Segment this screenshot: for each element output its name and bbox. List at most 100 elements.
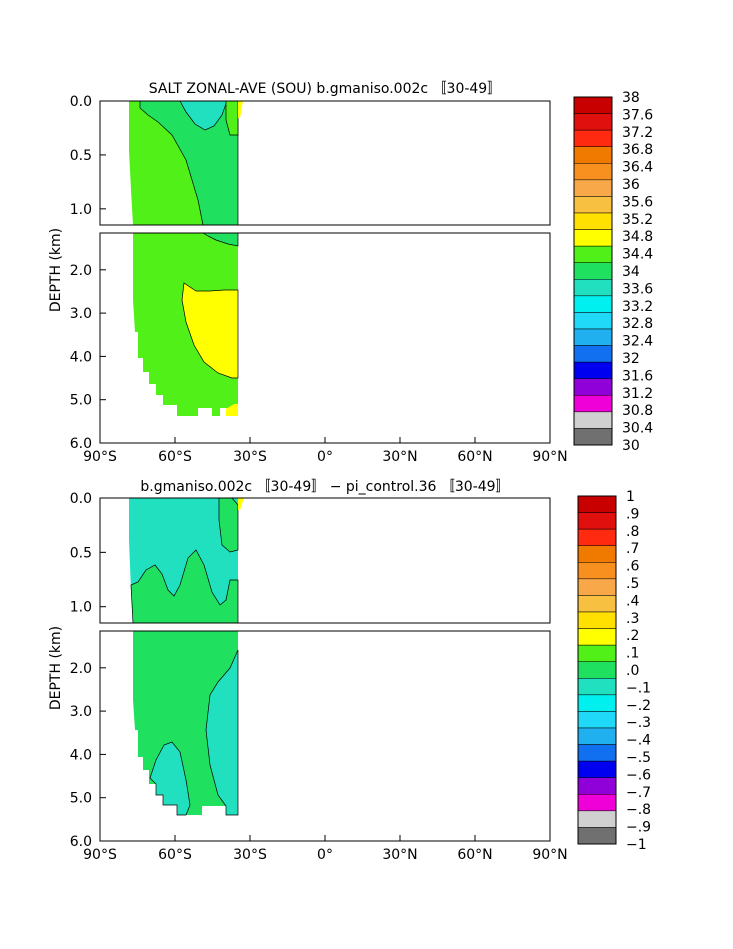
difference-region-bottom-negative	[149, 741, 191, 816]
salinity-region-surface-fresh	[139, 100, 239, 226]
difference-field-lower	[99, 630, 551, 842]
colorbar-swatch	[573, 163, 613, 181]
colorbar-label: .9	[626, 506, 639, 522]
difference-y-axis-label: DEPTH (km)	[48, 626, 64, 710]
y-tick-label: 5.0	[70, 393, 92, 409]
colorbar-label: 30	[622, 438, 640, 454]
y-tick-label: 1.0	[70, 600, 92, 616]
difference-colorbar: 1.9 .8.7 .6.5.4 .3.2 .1.0−.1 −.2−.3 −.4−.5−.6 −…	[577, 489, 651, 853]
colorbar-label: .5	[626, 576, 639, 592]
salinity-region-main-deep	[133, 233, 238, 416]
colorbar-swatch	[573, 428, 613, 446]
colorbar-label: .1	[626, 646, 639, 662]
colorbar-label: 32.4	[622, 334, 653, 350]
colorbar-label: 36.4	[622, 160, 653, 176]
y-tick-label: 2.0	[70, 661, 92, 677]
colorbar-label: 32	[622, 351, 640, 367]
colorbar-swatch	[573, 196, 613, 214]
x-tick-label: 30°S	[233, 449, 267, 465]
colorbar-label: 35.2	[622, 212, 653, 228]
colorbar-label: 36.8	[622, 142, 653, 158]
y-tick-label: 1.0	[70, 202, 92, 218]
colorbar-swatch	[577, 810, 617, 828]
colorbar-swatch	[577, 827, 617, 845]
difference-region-deep-negative	[205, 649, 239, 816]
x-tick-label: 30°N	[382, 847, 417, 863]
difference-axes: 90°S 60°S 30°S 0° 30°N 60°N 90°N 0.0 0.5 1.0 2.0 3.…	[70, 491, 568, 863]
x-tick-label: 60°S	[158, 847, 192, 863]
colorbar-swatch	[577, 578, 617, 596]
colorbar-label: 33.2	[622, 299, 653, 315]
colorbar-swatch	[577, 794, 617, 812]
y-tick-label: 3.0	[70, 704, 92, 720]
colorbar-label: 1	[626, 489, 635, 505]
colorbar-label: 37.6	[622, 107, 653, 123]
difference-region-main-upper	[130, 549, 239, 624]
difference-upper-frame	[99, 497, 551, 624]
colorbar-swatch	[577, 727, 617, 745]
colorbar-swatch	[577, 694, 617, 712]
colorbar-label: 31.2	[622, 386, 653, 402]
colorbar-swatch	[577, 711, 617, 729]
colorbar-swatch	[573, 262, 613, 280]
difference-region-surface-positive	[218, 497, 239, 553]
colorbar-swatch	[577, 644, 617, 662]
colorbar-label: −.4	[626, 733, 651, 749]
difference-region-edge	[238, 498, 244, 510]
colorbar-label: 35.6	[622, 194, 653, 210]
colorbar-swatch	[573, 96, 613, 114]
y-tick-label: 2.0	[70, 263, 92, 279]
colorbar-label: −.3	[626, 715, 651, 731]
colorbar-swatch	[577, 495, 617, 513]
colorbar-label: 30.4	[622, 421, 653, 437]
colorbar-label: .7	[626, 541, 639, 557]
colorbar-label: −.7	[626, 785, 651, 801]
colorbar-label: .4	[626, 593, 639, 609]
colorbar-swatch	[573, 113, 613, 131]
y-tick-label: 0.5	[70, 545, 92, 561]
colorbar-swatch	[577, 595, 617, 613]
salinity-upper-frame	[99, 100, 551, 226]
colorbar-label: 31.6	[622, 368, 653, 384]
salinity-y-axis-label: DEPTH (km)	[48, 228, 64, 312]
difference-panel-title: b.gmaniso.002c 〚30-49〛 − pi_control.36 〚…	[140, 479, 509, 495]
colorbar-label: .0	[626, 663, 639, 679]
colorbar-label: 38	[622, 90, 640, 106]
x-tick-label: 30°N	[382, 449, 417, 465]
colorbar-swatch	[577, 628, 617, 646]
x-tick-label: 0°	[317, 449, 333, 465]
colorbar-label: .6	[626, 559, 639, 575]
colorbar-label: −.6	[626, 767, 651, 783]
colorbar-swatch	[577, 611, 617, 629]
colorbar-swatch	[573, 411, 613, 429]
colorbar-label: 33.6	[622, 281, 653, 297]
colorbar-swatch	[573, 328, 613, 346]
difference-panel: b.gmaniso.002c 〚30-49〛 − pi_control.36 〚…	[48, 479, 651, 863]
colorbar-swatch	[573, 279, 613, 297]
colorbar-swatch	[573, 229, 613, 247]
salinity-axes: 90°S 60°S 30°S 0° 30°N 60°N 90°N 0.0 0.5 1.0 2.0 3.…	[70, 94, 568, 465]
colorbar-label: 37.2	[622, 125, 653, 141]
x-tick-label: 90°N	[532, 847, 567, 863]
colorbar-label: −.2	[626, 698, 651, 714]
colorbar-label: −1	[626, 837, 647, 853]
colorbar-swatch	[577, 661, 617, 679]
y-tick-label: 0.5	[70, 148, 92, 164]
colorbar-swatch	[573, 361, 613, 379]
colorbar-label: .3	[626, 611, 639, 627]
colorbar-label: −.8	[626, 802, 651, 818]
colorbar-label: 30.8	[622, 403, 653, 419]
colorbar-swatch	[573, 212, 613, 230]
colorbar-swatch	[573, 146, 613, 164]
colorbar-swatch	[573, 295, 613, 313]
x-tick-label: 0°	[317, 847, 333, 863]
colorbar-swatch	[577, 777, 617, 795]
y-tick-label: 0.0	[70, 491, 92, 507]
colorbar-frame	[573, 96, 613, 446]
salinity-region-north-edge-max	[238, 101, 243, 118]
salinity-field-lower	[99, 232, 551, 444]
y-tick-label: 6.0	[70, 834, 92, 850]
x-tick-label: 60°N	[457, 847, 492, 863]
colorbar-label: −.5	[626, 750, 651, 766]
salinity-region-deep-bottom-salty	[226, 404, 238, 416]
